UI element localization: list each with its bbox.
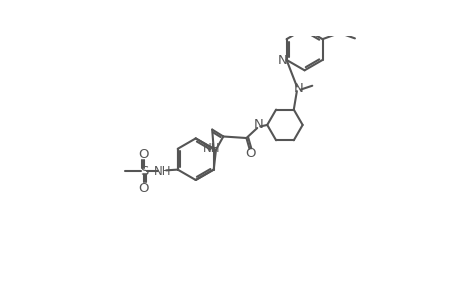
Text: S: S (140, 165, 148, 178)
Text: O: O (138, 148, 149, 161)
Text: N: N (293, 82, 302, 94)
Text: N: N (277, 54, 287, 67)
Text: O: O (138, 182, 149, 195)
Text: NH: NH (202, 142, 220, 154)
Text: NH: NH (153, 165, 171, 178)
Text: N: N (253, 118, 263, 131)
Text: O: O (245, 147, 255, 160)
